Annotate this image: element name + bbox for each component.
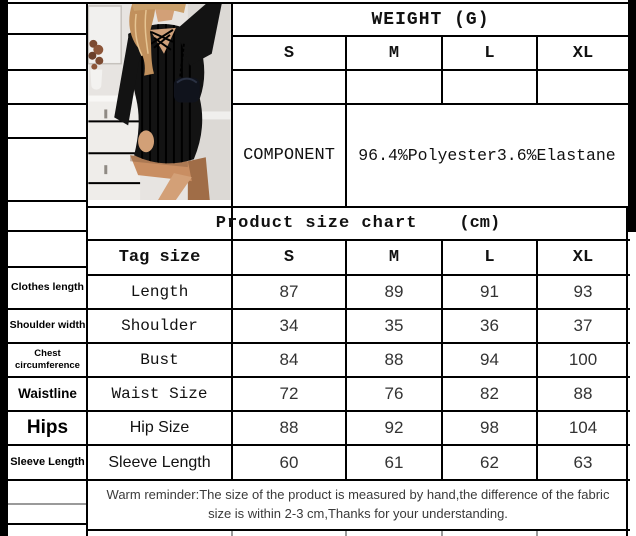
col-xl: XL: [572, 247, 594, 267]
row-waist-l: 82: [480, 384, 499, 403]
row-bust-m: 88: [384, 350, 404, 369]
size-chart-title: Product size chart: [215, 214, 418, 233]
row-length-xl: 93: [573, 282, 593, 301]
row-label-length: Length: [130, 283, 189, 301]
component-label: COMPONENT: [243, 146, 335, 165]
right-edge-bar: [628, 0, 636, 232]
row-waist-xl: 88: [573, 384, 593, 403]
side-label-clothes-length: Clothes length: [11, 281, 84, 294]
row-length-l: 91: [480, 282, 499, 301]
row-shoulder-s: 34: [279, 316, 299, 335]
row-length-m: 89: [384, 282, 404, 301]
row-hip-m: 92: [384, 418, 404, 437]
row-shoulder-m: 35: [384, 316, 404, 335]
row-waist-s: 72: [279, 384, 299, 403]
row-hip-xl: 104: [568, 418, 598, 437]
size-chart-title-row: Product size chart (cm): [88, 208, 628, 239]
warm-reminder-note: Warm reminder:The size of the product is…: [106, 487, 610, 521]
weight-col-l: L: [484, 43, 495, 63]
side-label-shoulder-width: Shoulder width: [9, 319, 86, 332]
row-label-hip: Hip Size: [129, 419, 190, 436]
side-label-sleeve-length: Sleeve Length: [10, 455, 85, 468]
col-m: M: [388, 247, 400, 267]
left-edge-bar: [0, 0, 8, 536]
weight-col-xl: XL: [572, 43, 594, 63]
row-hip-l: 98: [480, 418, 499, 437]
row-length-s: 87: [279, 282, 299, 301]
col-tag-size: Tag size: [118, 247, 201, 267]
side-label-waistline: Waistline: [18, 385, 77, 401]
row-shoulder-l: 36: [480, 316, 499, 335]
size-chart-unit: (cm): [459, 214, 501, 233]
component-value: 96.4%Polyester3.6%Elastane: [358, 146, 616, 165]
weight-col-s: S: [283, 43, 295, 63]
row-shoulder-xl: 37: [573, 316, 593, 335]
row-bust-s: 84: [279, 350, 299, 369]
row-sleeve-s: 60: [279, 452, 299, 472]
row-bust-xl: 100: [568, 350, 598, 369]
weight-table-title: WEIGHT (G): [371, 10, 490, 30]
row-sleeve-l: 62: [480, 452, 499, 472]
row-hip-s: 88: [279, 418, 299, 437]
row-label-sleeve: Sleeve Length: [108, 453, 211, 471]
side-label-hips: Hips: [26, 417, 69, 439]
col-l: L: [484, 247, 495, 267]
row-waist-m: 76: [384, 384, 404, 403]
row-label-waist: Waist Size: [111, 385, 208, 403]
col-s: S: [283, 247, 295, 267]
row-sleeve-xl: 63: [573, 452, 593, 472]
row-label-bust: Bust: [140, 351, 179, 369]
row-label-shoulder: Shoulder: [121, 317, 198, 335]
row-bust-l: 94: [480, 350, 499, 369]
side-label-chest-circumference: Chest circumference: [15, 348, 80, 371]
row-sleeve-m: 61: [384, 452, 404, 472]
product-photo: [88, 4, 231, 200]
weight-col-m: M: [388, 43, 400, 63]
